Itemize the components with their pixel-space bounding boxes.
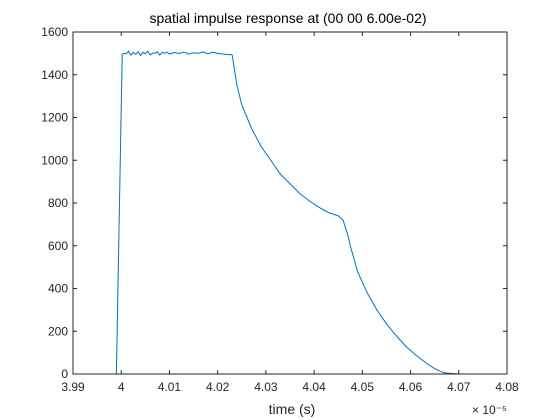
y-tick-label: 800: [48, 196, 68, 210]
y-tick-label: 200: [48, 324, 68, 338]
y-tick-label: 1600: [41, 25, 68, 39]
x-tick-label: 4.01: [158, 380, 182, 394]
y-tick-label: 600: [48, 239, 68, 253]
axes-box: [72, 31, 508, 375]
x-tick-label: 4.04: [302, 380, 326, 394]
y-tick-label: 1000: [41, 153, 68, 167]
y-tick-label: 1200: [41, 111, 68, 125]
x-tick-label: 4: [118, 380, 125, 394]
chart-title: spatial impulse response at (00 00 6.00e…: [149, 10, 426, 26]
y-tick-label: 0: [61, 367, 68, 381]
y-tick-label: 1400: [41, 68, 68, 82]
x-tick-label: 4.03: [254, 380, 278, 394]
x-tick-label: 3.99: [61, 380, 85, 394]
x-tick-label: 4.06: [399, 380, 423, 394]
plot-area: [115, 50, 483, 375]
axis-ticks: 3.99 4 4.01 4.02 4.03 4.04 4.05 4.06 4.07 4.08 0 20…: [41, 25, 519, 394]
x-tick-label: 4.02: [206, 380, 230, 394]
x-axis-multiplier: × 10⁻⁵: [472, 403, 507, 417]
x-tick-label: 4.05: [351, 380, 375, 394]
series-line: [115, 50, 483, 375]
x-tick-label: 4.08: [495, 380, 519, 394]
x-axis-label: time (s): [269, 401, 316, 417]
x-tick-label: 4.07: [447, 380, 471, 394]
y-tick-label: 400: [48, 282, 68, 296]
